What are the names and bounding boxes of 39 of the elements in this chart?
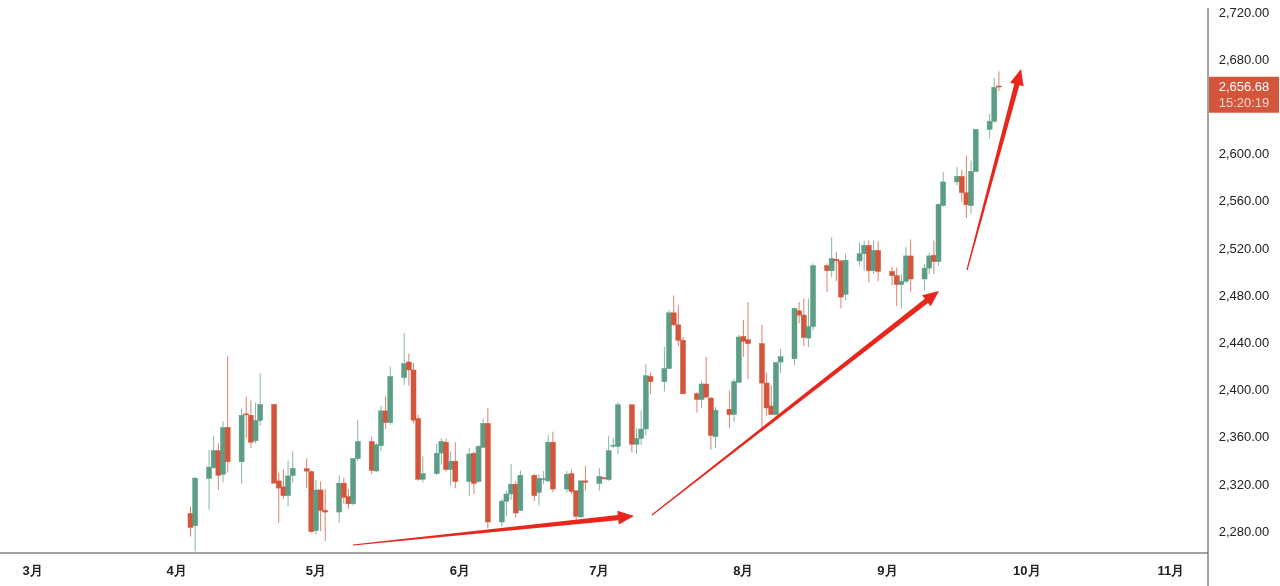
candlestick: [187, 506, 194, 538]
candlestick: [726, 390, 733, 429]
candlestick: [382, 396, 389, 430]
x-tick-label: 10月: [1013, 563, 1041, 578]
y-tick-label: 2,600.00: [1218, 146, 1270, 162]
y-tick-label: 2,720.00: [1218, 4, 1270, 20]
y-tick-label: 2,440.00: [1218, 334, 1270, 350]
candlestick: [582, 465, 589, 492]
candlestick: [870, 239, 877, 275]
x-tick-label: 8月: [733, 563, 754, 578]
x-tick-label: 4月: [166, 563, 187, 578]
x-tick-label: 6月: [449, 563, 471, 578]
y-tick-label: 2,320.00: [1218, 476, 1270, 492]
x-tick-label: 7月: [589, 563, 610, 578]
x-tick-label: 11月: [1157, 563, 1185, 578]
candlestick: [698, 380, 705, 409]
candlestick: [996, 70, 1002, 92]
x-tick-label: 3月: [22, 563, 43, 578]
y-tick-label: 2,360.00: [1218, 429, 1270, 445]
x-tick-label: 5月: [305, 563, 327, 578]
candlestick: [647, 372, 654, 395]
text: 2,656.68 15:20:19: [1218, 78, 1270, 110]
y-tick-label: 2,520.00: [1218, 240, 1270, 256]
candlestick: [452, 441, 459, 489]
candlestick: [824, 263, 830, 293]
x-tick-label: 9月: [877, 563, 898, 578]
candlestick: [954, 166, 960, 186]
y-tick-label: 2,480.00: [1218, 287, 1270, 303]
candlestick: [531, 473, 538, 502]
y-tick-label: 2,560.00: [1218, 193, 1270, 209]
candlestick: [401, 332, 407, 386]
candlestick: [341, 477, 347, 505]
candlestick: [420, 455, 426, 484]
candlestick: [828, 236, 835, 278]
candlestick: [536, 473, 542, 507]
y-tick-label: 2,680.00: [1218, 51, 1270, 67]
candlestick: [856, 242, 863, 267]
y-tick-label: 2,280.00: [1218, 523, 1270, 539]
y-tick-label: 2,400.00: [1218, 382, 1270, 398]
